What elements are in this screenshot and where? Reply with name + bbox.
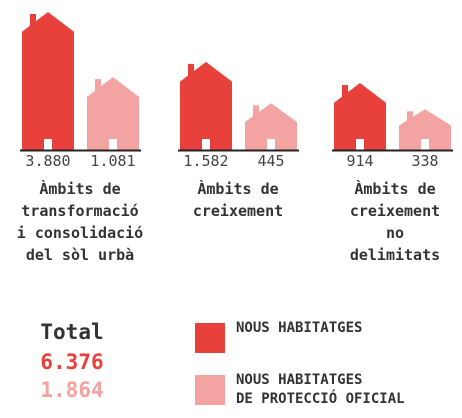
house	[399, 109, 451, 150]
value-label: 914	[346, 152, 374, 170]
total-value: 1.864	[40, 378, 104, 402]
total-value: 6.376	[40, 350, 104, 374]
value-label: 445	[257, 152, 285, 170]
door	[109, 139, 117, 150]
category-label: Àmbits de creixement no delimitats	[349, 180, 441, 264]
legend-label: NOUS HABITATGES	[236, 320, 363, 336]
house	[180, 61, 232, 150]
category-label: Àmbits de creixement	[192, 180, 284, 220]
legend-swatch	[195, 375, 225, 405]
door	[267, 139, 275, 150]
category-label: Àmbits de transformació i consolidació d…	[16, 180, 144, 264]
house	[22, 12, 74, 150]
door	[202, 139, 210, 150]
house	[334, 83, 386, 150]
legend-swatch	[195, 323, 225, 353]
house	[87, 77, 139, 150]
legend-label: NOUS HABITATGES DE PROTECCIÓ OFICIAL	[236, 372, 405, 407]
value-label: 3.880	[25, 152, 71, 170]
door	[421, 139, 429, 150]
value-label: 1.081	[90, 152, 136, 170]
house	[245, 103, 297, 150]
door	[356, 139, 364, 150]
door	[44, 139, 52, 150]
total-label: Total	[40, 320, 104, 344]
value-label: 1.582	[183, 152, 229, 170]
value-label: 338	[411, 152, 439, 170]
